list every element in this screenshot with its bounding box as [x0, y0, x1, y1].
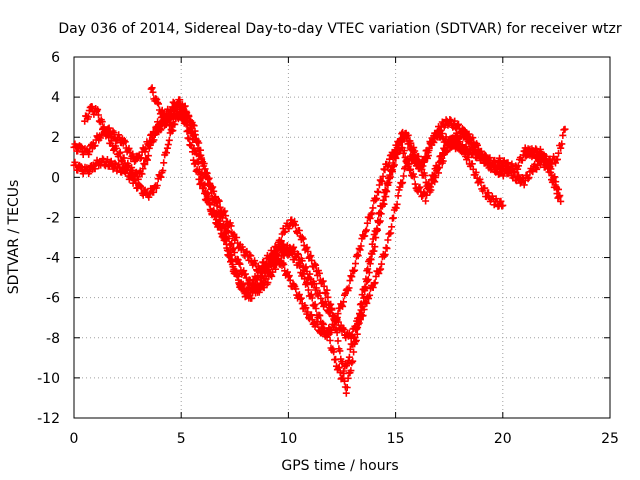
y-tick-label: -6 [46, 291, 60, 307]
plot-frame [73, 56, 611, 419]
x-tick-label: 10 [279, 431, 297, 447]
series-track-6 [520, 125, 569, 168]
data-point-markers [520, 125, 569, 168]
y-axis-label: SDTVAR / TECUs [6, 180, 22, 295]
series-track-4 [147, 84, 562, 383]
x-tick-label: 20 [494, 431, 512, 447]
axis-ticks: 0 5 10 15 20 25 -12 -10 -8 -6 -4 -2 0 2 4 6 [37, 50, 619, 447]
data-point-markers [147, 84, 562, 383]
series-track-2 [70, 105, 511, 342]
y-tick-label: -2 [46, 210, 60, 226]
x-tick-label: 15 [387, 431, 405, 447]
data-marks [70, 84, 569, 397]
y-tick-label: -12 [37, 411, 60, 427]
y-tick-label: 2 [51, 130, 60, 146]
data-point-markers [70, 105, 511, 342]
y-tick-label: 0 [51, 170, 60, 186]
y-tick-label: -8 [46, 331, 60, 347]
x-axis-label: GPS time / hours [281, 458, 398, 474]
x-tick-label: 25 [601, 431, 619, 447]
y-tick-label: 4 [51, 90, 60, 106]
y-tick-label: -4 [46, 251, 60, 267]
x-tick-label: 5 [177, 431, 186, 447]
x-tick-label: 0 [70, 431, 79, 447]
y-tick-label: -10 [37, 371, 60, 387]
y-tick-label: 6 [51, 50, 60, 66]
chart-title: Day 036 of 2014, Sidereal Day-to-day VTE… [58, 21, 622, 37]
